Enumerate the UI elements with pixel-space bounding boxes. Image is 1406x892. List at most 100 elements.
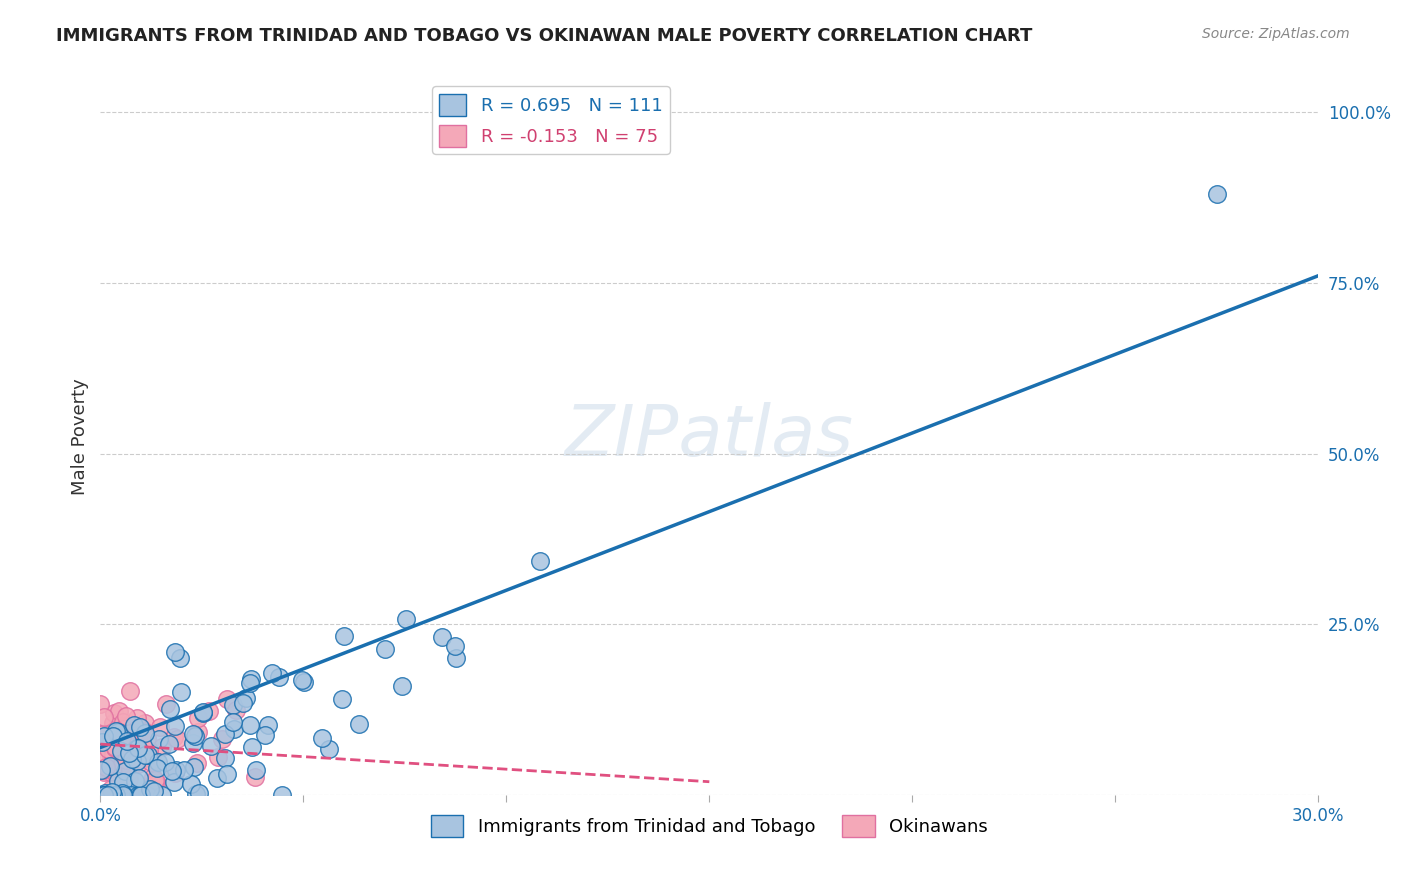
Point (245, 770, 267, 784)
Point (94, 760, 117, 774)
Point (97, 741, 120, 756)
Point (124, 774, 146, 789)
Point (155, 755, 177, 769)
Point (198, 704, 221, 718)
Point (235, 691, 257, 706)
Point (98, 764, 121, 779)
Point (311, 731, 333, 745)
Point (115, 734, 138, 748)
Point (120, 683, 142, 698)
Point (145, 776, 167, 790)
Point (138, 742, 160, 756)
Point (1205, 186, 1227, 201)
Point (215, 692, 238, 706)
Point (139, 755, 162, 769)
Point (291, 673, 314, 688)
Point (149, 720, 172, 734)
Point (214, 727, 236, 741)
Point (108, 704, 131, 718)
Point (111, 789, 134, 803)
Point (222, 698, 245, 712)
Point (91, 735, 114, 749)
Point (108, 789, 131, 803)
Point (165, 645, 187, 659)
Point (143, 784, 166, 798)
Point (163, 730, 186, 744)
Point (347, 717, 370, 731)
Point (136, 731, 159, 745)
Point (232, 696, 254, 710)
Point (121, 752, 143, 766)
Point (97, 789, 120, 803)
Point (104, 724, 127, 739)
Point (93, 729, 115, 743)
Point (333, 629, 356, 643)
Point (127, 789, 149, 803)
Point (114, 718, 136, 732)
Point (141, 752, 163, 766)
Point (239, 718, 262, 732)
Point (180, 777, 202, 791)
Point (111, 730, 134, 744)
Point (184, 729, 207, 743)
Point (120, 789, 142, 803)
Point (90, 737, 112, 751)
Point (129, 723, 152, 738)
Point (101, 729, 124, 743)
Point (269, 670, 291, 684)
Point (318, 742, 340, 756)
Point (93, 710, 115, 724)
Point (432, 631, 454, 645)
Point (111, 756, 134, 771)
Point (143, 775, 166, 789)
Point (183, 759, 205, 773)
Point (134, 726, 156, 740)
Point (93, 789, 115, 803)
Point (118, 746, 141, 760)
Point (529, 554, 551, 568)
Point (100, 789, 122, 803)
Point (444, 650, 467, 665)
Point (112, 771, 135, 785)
Point (90, 763, 112, 777)
Point (162, 764, 184, 778)
Point (169, 684, 191, 698)
Point (207, 750, 229, 764)
Point (101, 785, 124, 799)
Point (146, 756, 169, 770)
Point (117, 719, 139, 733)
Point (98, 759, 121, 773)
Point (129, 720, 152, 734)
Point (181, 736, 204, 750)
Point (136, 747, 159, 762)
Point (117, 789, 139, 803)
Point (103, 789, 125, 803)
Point (89, 697, 111, 711)
Point (139, 782, 162, 797)
Point (110, 789, 132, 803)
Point (96, 789, 118, 803)
Point (107, 728, 129, 742)
Point (191, 705, 214, 719)
Point (103, 747, 125, 762)
Point (111, 714, 134, 729)
Point (187, 725, 209, 739)
Point (117, 772, 139, 787)
Point (128, 771, 150, 785)
Point (165, 765, 187, 780)
Point (108, 725, 131, 739)
Point (98, 745, 121, 759)
Point (222, 715, 245, 730)
Point (115, 720, 138, 734)
Point (110, 789, 132, 803)
Point (97, 789, 120, 803)
Point (114, 735, 136, 749)
Point (245, 764, 267, 778)
Point (260, 666, 283, 681)
Point (100, 749, 122, 764)
Text: IMMIGRANTS FROM TRINIDAD AND TOBAGO VS OKINAWAN MALE POVERTY CORRELATION CHART: IMMIGRANTS FROM TRINIDAD AND TOBAGO VS O… (56, 27, 1032, 45)
Point (115, 708, 138, 723)
Point (444, 639, 467, 653)
Point (150, 740, 173, 755)
Point (391, 679, 413, 693)
